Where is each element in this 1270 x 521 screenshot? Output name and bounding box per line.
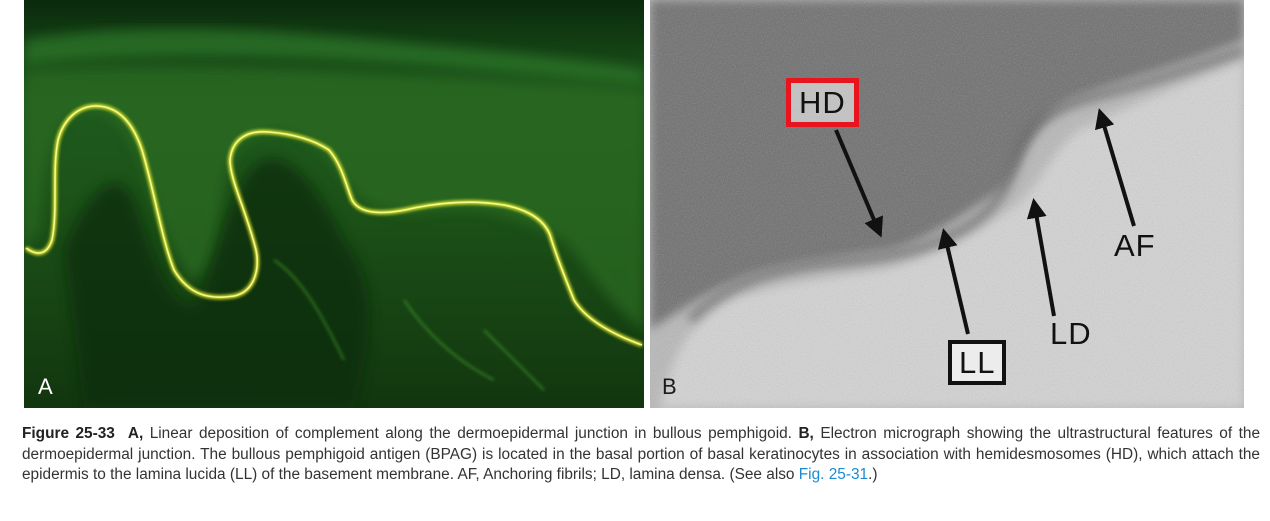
af-label: AF — [1114, 228, 1156, 263]
hd-label: HD — [786, 78, 859, 127]
immunofluorescence-image — [24, 0, 644, 408]
micrograph-panel-b: HD LL LD AF B — [650, 0, 1244, 408]
electron-micrograph-image — [650, 0, 1244, 408]
ld-arrow — [1026, 198, 1056, 317]
figure-number: Figure 25-33 — [22, 425, 115, 442]
caption-a-text: Linear deposition of complement along th… — [143, 425, 799, 442]
caption-b-text: Electron micrograph showing the ultrastr… — [22, 425, 1261, 483]
af-arrow — [1094, 108, 1136, 227]
ll-arrow — [937, 228, 970, 335]
micrograph-panel-a: A — [24, 0, 644, 408]
caption-b-label: B, — [798, 425, 814, 442]
panel-a-letter: A — [38, 374, 53, 399]
caption-a-label: A, — [127, 425, 144, 442]
figure-caption: Figure 25-33 A, Linear deposition of com… — [22, 424, 1260, 486]
panel-b-letter: B — [662, 374, 677, 399]
caption-end: .) — [868, 466, 878, 483]
hd-arrow — [834, 129, 883, 238]
figure-reference-link[interactable]: Fig. 25-31 — [798, 466, 869, 483]
ll-label: LL — [948, 340, 1007, 385]
ld-label: LD — [1050, 316, 1092, 351]
